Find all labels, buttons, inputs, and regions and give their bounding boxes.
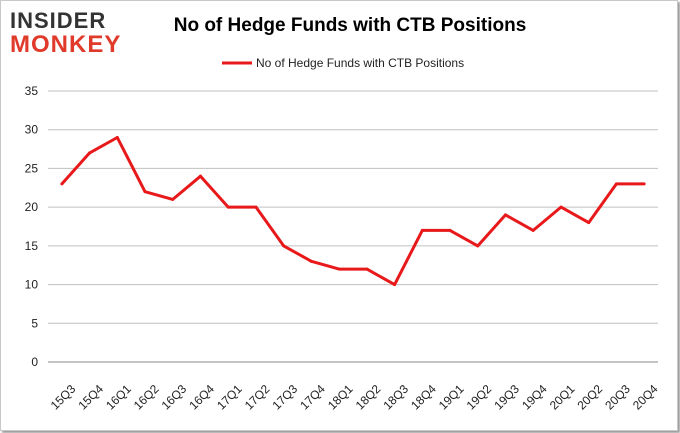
x-tick-label: 20Q1	[547, 382, 578, 413]
x-tick-label: 20Q4	[630, 382, 661, 413]
y-tick-label: 10	[25, 278, 39, 292]
y-tick-label: 0	[31, 355, 38, 369]
data-point	[115, 135, 119, 139]
data-point	[226, 205, 230, 209]
series-line	[60, 136, 645, 287]
data-point	[448, 228, 452, 232]
data-point	[365, 267, 369, 271]
data-point	[199, 174, 202, 178]
data-point	[282, 244, 286, 248]
x-tick-label: 20Q3	[602, 382, 633, 413]
y-tick-label: 35	[25, 84, 39, 98]
x-tick-label: 16Q4	[186, 382, 217, 413]
data-point	[531, 228, 535, 232]
data-point	[88, 151, 92, 155]
y-tick-label: 25	[25, 161, 39, 175]
x-tick-label: 19Q1	[436, 382, 467, 413]
insider-monkey-logo: INSIDER MONKEY	[10, 8, 130, 58]
x-tick-label: 17Q1	[214, 382, 245, 413]
data-point	[171, 197, 175, 201]
data-point	[614, 182, 618, 186]
data-point	[504, 213, 507, 217]
y-tick-label: 20	[25, 200, 39, 214]
x-tick-label: 18Q1	[325, 382, 356, 413]
data-point	[393, 283, 397, 287]
x-tick-label: 16Q3	[159, 382, 190, 413]
x-tick-label: 18Q4	[408, 382, 439, 413]
x-tick-label: 15Q3	[48, 382, 79, 413]
x-tick-label: 20Q2	[575, 382, 606, 413]
x-tick-label: 19Q2	[464, 382, 495, 413]
y-tick-label: 30	[25, 123, 39, 137]
data-point	[476, 244, 480, 248]
logo-line-2: MONKEY	[10, 31, 122, 58]
y-tick-label: 5	[31, 316, 38, 330]
y-axis-ticks: 0 5 10 15 20 25 30 35	[25, 84, 39, 369]
data-point	[309, 259, 313, 263]
x-tick-label: 16Q1	[103, 382, 134, 413]
data-point	[559, 205, 563, 209]
x-tick-label: 17Q4	[297, 382, 328, 413]
legend: No of Hedge Funds with CTB Positions	[222, 56, 464, 70]
x-tick-label: 18Q3	[380, 382, 411, 413]
chart-title: No of Hedge Funds with CTB Positions	[173, 15, 527, 36]
logo-line-1: INSIDER	[10, 8, 107, 33]
x-tick-label: 15Q4	[75, 382, 106, 413]
data-point	[587, 221, 591, 225]
x-tick-label: 17Q3	[270, 382, 301, 413]
x-tick-label: 17Q2	[242, 382, 273, 413]
y-tick-label: 15	[25, 239, 39, 253]
data-point	[337, 267, 341, 271]
data-point	[254, 205, 258, 209]
data-point	[60, 182, 64, 186]
data-point	[642, 182, 646, 186]
x-tick-label: 19Q3	[491, 382, 522, 413]
data-point	[143, 190, 147, 194]
data-point	[420, 228, 424, 232]
x-tick-label: 16Q2	[131, 382, 162, 413]
series-layer	[60, 135, 646, 287]
x-tick-label: 18Q2	[353, 382, 384, 413]
x-axis-ticks: 15Q315Q416Q116Q216Q316Q417Q117Q217Q317Q4…	[48, 382, 661, 413]
legend-label: No of Hedge Funds with CTB Positions	[256, 56, 464, 70]
x-tick-label: 19Q4	[519, 382, 550, 413]
gridlines	[48, 90, 658, 363]
